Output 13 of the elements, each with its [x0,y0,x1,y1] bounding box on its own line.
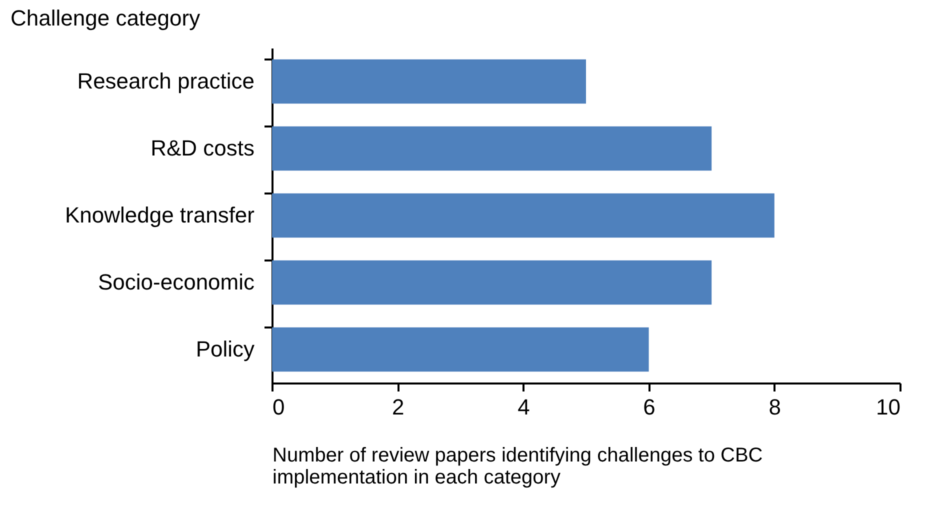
y-tick-label: Policy [196,336,254,362]
x-tick-label: 6 [643,394,656,420]
y-tick-label: R&D costs [150,136,254,160]
x-tick-label: 8 [768,394,782,420]
x-tick-label: 4 [518,394,530,420]
x-tick-label: 0 [272,394,285,420]
x-axis-title: Number of review papers identifying challenges to CBC implementation in each category [272,444,763,488]
y-tick-label: Research practice [77,68,254,94]
x-tick-label: 2 [392,394,404,420]
y-tick-label: Socio-economic [98,270,254,294]
y-axis-title: Challenge category [10,6,200,30]
x-tick-label: 10 [876,394,900,420]
y-tick-label: Knowledge transfer [64,202,254,228]
